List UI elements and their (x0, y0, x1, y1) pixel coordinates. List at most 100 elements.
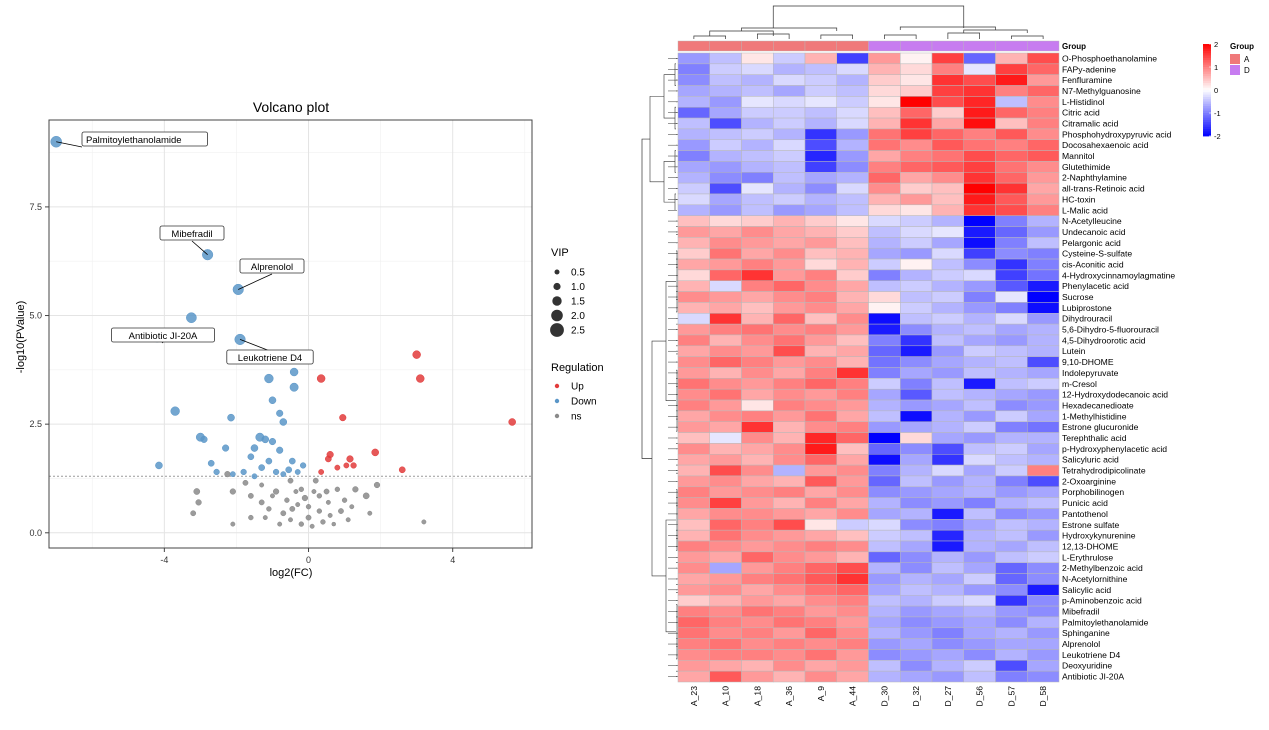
point-ns (316, 493, 323, 499)
annotation-box (226, 349, 314, 365)
heatmap-cell (1027, 670, 1060, 683)
heatmap-cell (995, 594, 1028, 607)
group-bar-cell (773, 40, 806, 52)
point-ns (258, 499, 265, 506)
heatmap-cell (963, 627, 996, 639)
heatmap-cell (868, 594, 901, 607)
heatmap-cell (709, 551, 742, 563)
point-up (318, 469, 325, 475)
heatmap-cell (836, 85, 869, 97)
point-up (412, 350, 421, 359)
heatmap-cell (900, 573, 933, 585)
heatmap-cell (931, 193, 964, 206)
heatmap-cell (773, 562, 806, 574)
point-ns (421, 519, 427, 525)
row-label: Tetrahydrodipicolinate (1062, 466, 1146, 476)
heatmap-cell (1027, 204, 1060, 216)
heatmap-cell (931, 378, 964, 390)
point-up (346, 455, 354, 463)
heatmap-cell (995, 551, 1028, 563)
heatmap-cell (773, 627, 806, 639)
heatmap-cell (741, 454, 774, 466)
heatmap-cell (900, 323, 933, 336)
heatmap-cell (804, 508, 837, 520)
heatmap-cell (868, 443, 901, 455)
point-ns (301, 494, 309, 502)
heatmap-cell (995, 464, 1028, 477)
heatmap-cell (836, 627, 869, 639)
annotation-connector (56, 141, 83, 148)
heatmap-cell (900, 540, 933, 553)
heatmap-cell (741, 540, 774, 553)
heatmap-cell (931, 106, 964, 119)
heatmap-cell (1027, 421, 1060, 433)
heatmap-cell (1027, 323, 1060, 336)
heatmap-cell (868, 497, 901, 509)
heatmap-cell (677, 660, 710, 672)
row-label: Dihydrouracil (1062, 314, 1112, 324)
heatmap-cell (773, 226, 806, 238)
heatmap-cell (995, 475, 1028, 488)
heatmap-cell (900, 464, 933, 477)
heatmap-cell (1027, 63, 1060, 75)
point-ns (362, 492, 370, 500)
heatmap-cell (931, 454, 964, 466)
column-dendrogram-branch (963, 29, 1028, 33)
heatmap-cell (900, 356, 933, 368)
heatmap-cell (1027, 74, 1060, 86)
regulation-legend-key (554, 383, 560, 389)
heatmap-cell (773, 291, 806, 303)
heatmap-cell (741, 519, 774, 531)
heatmap-cell (995, 345, 1028, 357)
vip-legend-items: 0.5 1.0 1.5 2.0 2.5 (550, 268, 585, 337)
heatmap-cell (804, 410, 837, 422)
heatmap-cell (931, 247, 964, 260)
heatmap-cell (741, 139, 774, 151)
point-ns (338, 508, 344, 514)
heatmap-cell (868, 378, 901, 390)
heatmap-cell (836, 638, 869, 650)
heatmap-cell (773, 388, 806, 401)
heatmap-cell (677, 410, 710, 422)
group-bar-cell (741, 40, 774, 52)
heatmap-cell (836, 258, 869, 271)
point-down (229, 471, 236, 478)
annotation-box (81, 131, 208, 147)
color-scale-segment (1203, 50, 1211, 54)
heatmap-cell (963, 605, 996, 618)
y-tick-label: 2.5 (29, 419, 42, 429)
heatmap-cell (773, 269, 806, 281)
heatmap-cell (709, 421, 742, 433)
row-label: 4-Hydroxycinnamoylagmatine (1062, 270, 1175, 280)
heatmap-cell (931, 128, 964, 141)
heatmap-cell (836, 508, 869, 520)
heatmap-cell (677, 454, 710, 466)
heatmap-cell (1027, 161, 1060, 173)
heatmap-cell (931, 85, 964, 97)
heatmap-cell (773, 280, 806, 292)
heatmap-cell (900, 150, 933, 162)
volcano-y-axis-label: -log10(PValue) (15, 301, 27, 374)
heatmap-cell (931, 584, 964, 596)
heatmap-cell (709, 258, 742, 271)
heatmap-cell (900, 594, 933, 607)
point-down (155, 461, 163, 470)
heatmap-cell (868, 291, 901, 303)
heatmap-cell (709, 139, 742, 151)
heatmap-cell (836, 161, 869, 173)
heatmap-cell (868, 96, 901, 108)
heatmap-cell (900, 302, 933, 314)
heatmap-cell (995, 562, 1028, 574)
heatmap-cell (995, 150, 1028, 162)
annotation-label: Mibefradil (171, 229, 212, 240)
heatmap-cell (963, 638, 996, 650)
heatmap-group-legend: Group AD (1230, 42, 1254, 75)
heatmap-cell (931, 432, 964, 444)
heatmap-cell (868, 638, 901, 650)
heatmap-cell (963, 334, 996, 347)
column-label: A_18 (752, 686, 762, 706)
heatmap-cell (963, 562, 996, 574)
annotation-connector (191, 240, 208, 256)
heatmap-cell (773, 161, 806, 173)
row-label: N-Acetylornithine (1062, 574, 1128, 584)
